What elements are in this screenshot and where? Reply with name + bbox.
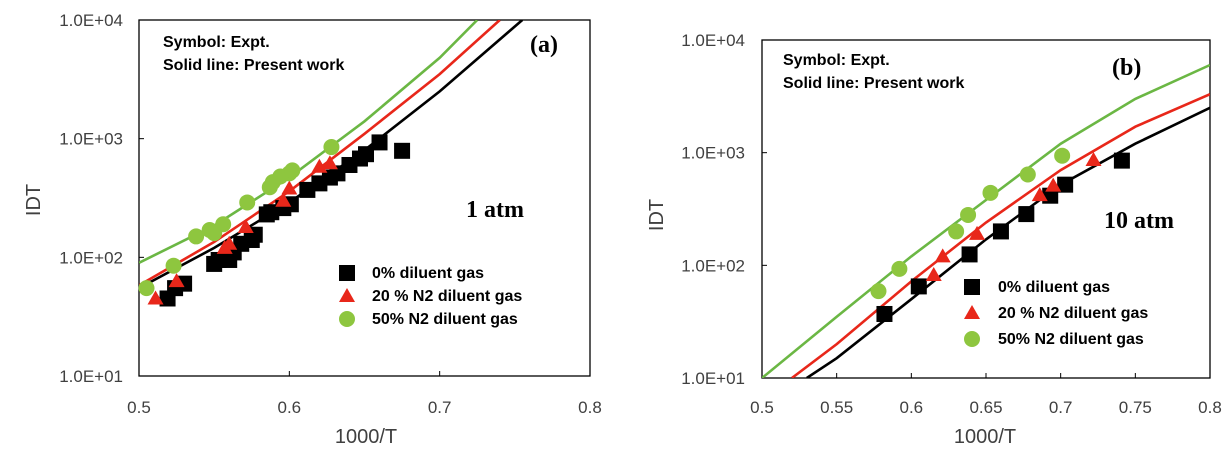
data-point — [925, 267, 942, 282]
data-point — [275, 192, 292, 207]
data-point — [321, 155, 338, 170]
data-point — [299, 181, 316, 198]
data-point — [891, 260, 908, 277]
legend-marker — [339, 288, 355, 302]
model-lines — [762, 63, 1210, 378]
data-point — [371, 134, 388, 151]
data-point — [168, 273, 185, 288]
y-tick-label: 1.0E+02 — [59, 248, 123, 267]
data-point — [960, 206, 977, 223]
data-point — [165, 257, 182, 274]
plot-area — [138, 19, 591, 377]
data-point — [934, 248, 951, 263]
data-point — [239, 194, 256, 211]
data-point — [1045, 177, 1062, 192]
annotation-line: Solid line: Present work — [163, 57, 344, 74]
y-tick-label: 1.0E+01 — [59, 367, 123, 386]
data-point — [221, 235, 238, 250]
y-axis-title: IDT — [23, 184, 45, 216]
legend: 0% diluent gas 20 % N2 diluent gas 50% N2 … — [964, 279, 1148, 348]
plot-area — [761, 39, 1211, 379]
data-point — [876, 305, 893, 322]
data-point — [263, 204, 280, 221]
data-point — [1085, 152, 1102, 167]
model-line — [791, 93, 1210, 378]
x-tick-label: 0.5 — [750, 398, 774, 417]
data-point — [188, 228, 205, 245]
series-1 — [147, 155, 338, 305]
model-line — [806, 106, 1210, 378]
data-point — [358, 146, 375, 163]
x-tick-label: 0.6 — [278, 398, 302, 417]
series-1 — [925, 152, 1102, 282]
x-tick-label: 0.8 — [1198, 398, 1222, 417]
data-point — [969, 225, 986, 240]
y-tick-label: 1.0E+02 — [681, 256, 745, 275]
x-axis-title: 1000/T — [335, 426, 397, 448]
data-point — [237, 219, 254, 234]
data-point — [948, 223, 965, 240]
legend-label: 20 % N2 diluent gas — [372, 288, 522, 305]
annotation-line: Solid line: Present work — [783, 75, 964, 92]
legend-label: 0% diluent gas — [372, 265, 484, 282]
data-point — [1113, 152, 1130, 169]
data-point — [982, 184, 999, 201]
y-tick-label: 1.0E+01 — [681, 369, 745, 388]
data-point — [281, 180, 298, 195]
legend-marker — [964, 305, 980, 319]
data-point — [992, 223, 1009, 240]
y-tick-label: 1.0E+03 — [59, 130, 123, 149]
x-axis-title: 1000/T — [954, 426, 1016, 448]
data-point — [1019, 166, 1036, 183]
x-tick-label: 0.7 — [1049, 398, 1073, 417]
data-point — [1054, 147, 1071, 164]
data-point — [870, 283, 887, 300]
x-tick-label: 0.7 — [428, 398, 452, 417]
x-tick-label: 0.6 — [900, 398, 924, 417]
legend-label: 0% diluent gas — [998, 279, 1110, 296]
model-line — [762, 63, 1210, 378]
legend-label: 50% N2 diluent gas — [998, 331, 1144, 348]
legend-marker — [964, 279, 980, 295]
y-tick-label: 1.0E+03 — [681, 144, 745, 163]
data-point — [284, 162, 301, 179]
x-tick-label: 0.75 — [1119, 398, 1152, 417]
x-tick-label: 0.8 — [578, 398, 602, 417]
x-tick-label: 0.65 — [969, 398, 1002, 417]
annotation-line: Symbol: Expt. — [783, 52, 890, 69]
chart-panel-b: 0.5 0.55 0.6 0.65 0.7 0.75 0.8 1.0E+01 1.0E+02 1.… — [646, 31, 1222, 448]
data-point — [1031, 187, 1048, 202]
series-2 — [138, 139, 340, 297]
data-point — [147, 290, 164, 305]
y-tick-label: 1.0E+04 — [681, 31, 745, 50]
x-tick-label: 0.5 — [127, 398, 151, 417]
x-tick-label: 0.55 — [820, 398, 853, 417]
series-2 — [870, 147, 1071, 300]
legend-marker — [339, 265, 355, 281]
legend-marker — [339, 311, 355, 327]
data-point — [1057, 176, 1074, 193]
chart-panel-a: 0.5 0.6 0.7 0.8 1.0E+01 1.0E+02 1.0E+03 1.0E+04… — [23, 11, 602, 448]
pressure-label: 1 atm — [466, 197, 524, 223]
panel-label: (a) — [530, 32, 558, 58]
data-point — [138, 280, 155, 297]
data-point — [215, 216, 232, 233]
pressure-label: 10 atm — [1104, 208, 1174, 234]
data-point — [961, 246, 978, 263]
annotation-line: Symbol: Expt. — [163, 34, 270, 51]
series-0 — [876, 152, 1130, 322]
legend: 0% diluent gas 20 % N2 diluent gas 50% N2 … — [339, 265, 522, 328]
data-point — [1018, 206, 1035, 223]
legend-label: 50% N2 diluent gas — [372, 311, 518, 328]
data-point — [329, 165, 346, 182]
panel-label: (b) — [1112, 55, 1141, 81]
data-point — [394, 142, 411, 159]
data-point — [323, 139, 340, 156]
legend-marker — [964, 331, 980, 347]
legend-label: 20 % N2 diluent gas — [998, 305, 1148, 322]
data-point — [910, 278, 927, 295]
y-tick-label: 1.0E+04 — [59, 11, 123, 30]
y-axis-title: IDT — [646, 199, 668, 231]
